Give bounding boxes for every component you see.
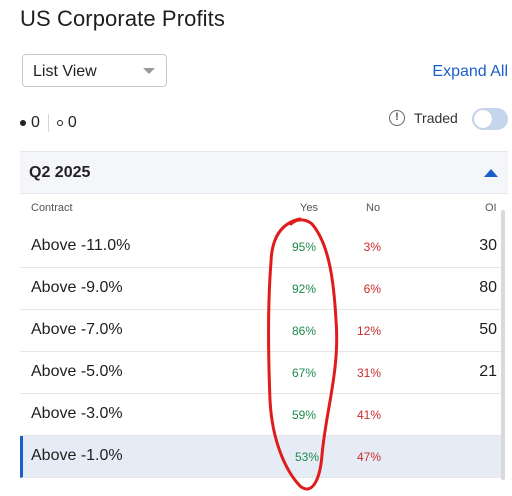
- yes-price[interactable]: 86%: [292, 324, 317, 338]
- col-header-oi: OI: [485, 202, 497, 214]
- contract-name: Above -9.0%: [31, 279, 123, 296]
- traded-label: Traded: [414, 110, 458, 126]
- contract-name: Above -3.0%: [31, 405, 123, 422]
- info-icon[interactable]: !: [389, 110, 405, 126]
- expand-all-link[interactable]: Expand All: [432, 63, 508, 80]
- position-filters: 0 0: [20, 112, 77, 134]
- contract-name: Above -11.0%: [31, 237, 131, 254]
- open-dot-icon: [56, 120, 63, 126]
- open-interest: 80: [479, 279, 497, 296]
- chevron-up-icon[interactable]: [484, 169, 498, 177]
- table-row-selected[interactable]: Above -1.0% 53% 47%: [20, 436, 505, 478]
- traded-filter: ! Traded: [389, 110, 458, 126]
- open-interest: 50: [479, 321, 497, 338]
- page-title: US Corporate Profits: [20, 6, 225, 31]
- section-header-q2-2025[interactable]: Q2 2025: [20, 151, 508, 194]
- yes-price[interactable]: 67%: [292, 366, 317, 380]
- view-select[interactable]: List View: [22, 54, 167, 87]
- col-header-yes: Yes: [300, 202, 318, 214]
- yes-price[interactable]: 92%: [292, 282, 317, 296]
- open-interest: 21: [479, 363, 497, 380]
- table-row[interactable]: Above -3.0% 59% 41%: [20, 394, 505, 436]
- col-header-contract: Contract: [31, 202, 73, 214]
- view-select-value: List View: [33, 63, 97, 80]
- open-count[interactable]: 0: [67, 114, 77, 131]
- table-row[interactable]: Above -9.0% 92% 6% 80: [20, 268, 505, 310]
- table-row[interactable]: Above -7.0% 86% 12% 50: [20, 310, 505, 352]
- filled-count[interactable]: 0: [31, 114, 40, 131]
- section-label: Q2 2025: [29, 164, 91, 181]
- filled-dot-icon: [20, 120, 26, 126]
- table-row[interactable]: Above -5.0% 67% 31% 21: [20, 352, 505, 394]
- no-price[interactable]: 47%: [356, 450, 381, 464]
- no-price[interactable]: 41%: [356, 408, 381, 422]
- contract-name: Above -7.0%: [31, 321, 123, 338]
- no-price[interactable]: 3%: [363, 240, 381, 254]
- no-price[interactable]: 12%: [356, 324, 381, 338]
- toggle-knob: [474, 110, 492, 128]
- open-interest: 30: [479, 237, 497, 254]
- no-price[interactable]: 31%: [356, 366, 381, 380]
- contract-name: Above -5.0%: [31, 363, 123, 380]
- col-header-no: No: [366, 202, 381, 214]
- yes-price[interactable]: 95%: [292, 240, 317, 254]
- yes-price[interactable]: 59%: [292, 408, 317, 422]
- yes-price[interactable]: 53%: [295, 450, 320, 464]
- scrollbar[interactable]: [501, 210, 505, 480]
- traded-toggle[interactable]: [472, 108, 508, 130]
- chevron-down-icon: [143, 68, 155, 74]
- table-row[interactable]: Above -11.0% 95% 3% 30: [20, 226, 505, 268]
- filter-divider: [47, 114, 49, 132]
- no-price[interactable]: 6%: [363, 282, 381, 296]
- contract-name: Above -1.0%: [31, 447, 123, 464]
